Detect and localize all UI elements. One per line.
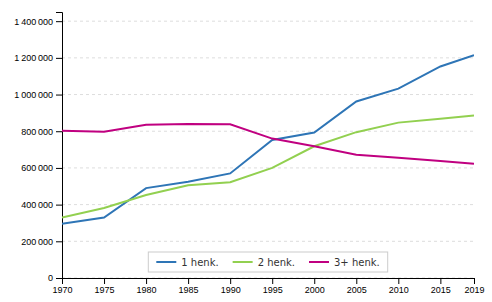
x-tick-mark xyxy=(104,278,105,284)
y-tick: 200 000 xyxy=(21,237,62,247)
y-tick-label: 200 000 xyxy=(21,237,53,247)
x-tick: 1980 xyxy=(137,278,157,295)
x-tick-mark xyxy=(230,278,231,284)
y-tick-mark xyxy=(56,241,62,242)
chart: 1970 1975 1980 1985 1990 1995 2000 2005 2010 2015… xyxy=(0,0,492,302)
x-tick-label: 1985 xyxy=(179,285,199,295)
y-tick: 800 000 xyxy=(21,127,62,137)
y-tick-mark xyxy=(56,278,62,279)
x-axis: 1970 1975 1980 1985 1990 1995 2000 2005 2010 2015… xyxy=(52,278,484,295)
legend-label: 2 henk. xyxy=(258,257,295,268)
series-line xyxy=(62,55,474,224)
x-tick-label: 2015 xyxy=(431,285,451,295)
x-tick-label: 1990 xyxy=(221,285,241,295)
x-tick-label: 1995 xyxy=(263,285,283,295)
x-tick: 1975 xyxy=(95,278,115,295)
y-axis: 0 200 000 400 000 600 000 800 000 1 000 000 1 … xyxy=(14,13,62,284)
x-tick-mark xyxy=(398,278,399,284)
y-tick-mark xyxy=(56,95,62,96)
legend-label: 3+ henk. xyxy=(334,257,380,268)
x-tick: 1995 xyxy=(263,278,283,295)
legend-box xyxy=(148,252,387,272)
series-line xyxy=(62,124,474,164)
grid-line xyxy=(62,131,474,132)
x-tick-label: 2019 xyxy=(464,285,484,295)
y-axis-line xyxy=(56,13,63,279)
legend-label: 1 henk. xyxy=(181,257,218,268)
y-tick-label: 600 000 xyxy=(21,163,53,173)
y-tick: 1 400 000 xyxy=(14,17,62,27)
x-tick-mark xyxy=(440,278,441,284)
x-tick-label: 1975 xyxy=(95,285,115,295)
x-tick-mark xyxy=(272,278,273,284)
x-tick: 2000 xyxy=(305,278,325,295)
x-tick-mark xyxy=(146,278,147,284)
x-tick-label: 2010 xyxy=(389,285,409,295)
plot: 1970 1975 1980 1985 1990 1995 2000 2005 2010 2015… xyxy=(14,13,484,296)
y-tick-mark xyxy=(56,58,62,59)
series-group xyxy=(62,55,474,224)
y-tick-label: 800 000 xyxy=(21,127,53,137)
grid-line xyxy=(62,241,474,242)
y-tick: 1 200 000 xyxy=(14,53,62,63)
grid-line xyxy=(62,167,474,168)
y-tick-mark xyxy=(56,205,62,206)
y-tick: 400 000 xyxy=(21,200,62,210)
x-tick: 1970 xyxy=(52,278,72,295)
legend-swatch xyxy=(233,261,253,263)
y-tick-mark xyxy=(56,168,62,169)
x-tick: 1985 xyxy=(179,278,199,295)
grid-line xyxy=(62,21,474,22)
y-tick-label: 0 xyxy=(48,273,53,283)
x-tick: 2005 xyxy=(347,278,367,295)
x-tick: 2010 xyxy=(389,278,409,295)
x-tick-mark xyxy=(356,278,357,284)
x-tick: 2019 xyxy=(464,278,484,295)
x-tick-mark xyxy=(474,278,475,284)
y-tick-label: 400 000 xyxy=(21,200,53,210)
legend-item: 3+ henk. xyxy=(309,257,380,268)
y-tick: 0 xyxy=(48,273,62,283)
series-line xyxy=(62,115,474,217)
x-tick-mark xyxy=(188,278,189,284)
legend: 1 henk. 2 henk. 3+ henk. xyxy=(148,252,387,272)
x-tick-label: 1970 xyxy=(52,285,72,295)
y-tick-mark xyxy=(56,131,62,132)
y-tick-label: 1 000 000 xyxy=(14,90,53,100)
x-tick-label: 1980 xyxy=(137,285,157,295)
x-axis-line xyxy=(63,279,475,285)
legend-swatch xyxy=(156,261,176,263)
y-tick-mark xyxy=(56,21,62,22)
grid-line xyxy=(62,94,474,95)
grid-line xyxy=(62,57,474,58)
x-tick: 2015 xyxy=(431,278,451,295)
grid xyxy=(62,21,474,278)
y-tick-label: 1 400 000 xyxy=(14,17,53,27)
legend-item: 2 henk. xyxy=(233,257,295,268)
x-tick-label: 2000 xyxy=(305,285,325,295)
y-tick-label: 1 200 000 xyxy=(14,53,53,63)
legend-item: 1 henk. xyxy=(156,257,218,268)
x-tick-mark xyxy=(314,278,315,284)
y-tick: 1 000 000 xyxy=(14,90,62,100)
x-tick: 1990 xyxy=(221,278,241,295)
y-tick: 600 000 xyxy=(21,163,62,173)
x-tick-label: 2005 xyxy=(347,285,367,295)
legend-swatch xyxy=(309,261,329,263)
